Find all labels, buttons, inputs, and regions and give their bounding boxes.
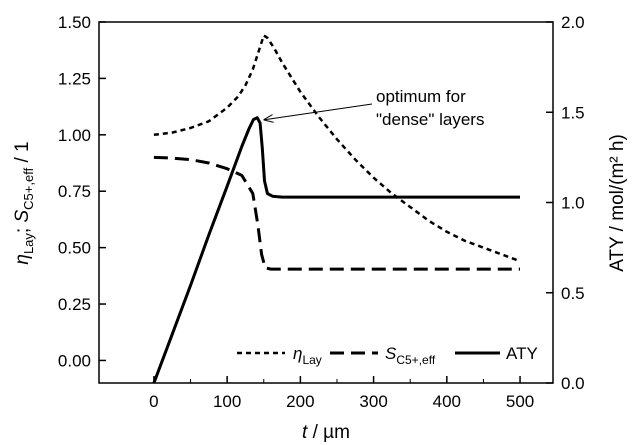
- y-left-tick-label: 0.00: [58, 351, 91, 370]
- y-left-tick-label: 1.50: [58, 13, 91, 32]
- y-left-tick-label: 0.25: [58, 295, 91, 314]
- x-tick-label: 200: [286, 392, 314, 411]
- series-line-dotted: [153, 34, 521, 263]
- series-line-dashed: [153, 155, 520, 271]
- legend-label-aty: ATY: [506, 344, 538, 363]
- annotation-line-2: "dense" layers: [376, 110, 484, 129]
- x-tick-label: 0: [149, 392, 158, 411]
- y-left-s-sub: C5+,eff: [21, 167, 36, 209]
- legend-eta-symbol: η: [293, 344, 302, 363]
- x-axis-symbol: t: [302, 422, 308, 443]
- y-left-unit: / 1: [12, 141, 33, 167]
- annotation: optimum for "dense" layers: [264, 87, 484, 129]
- y-left-tick-label: 0.75: [58, 182, 91, 201]
- annotation-line-1: optimum for: [376, 87, 466, 106]
- legend-eta-sub: Lay: [302, 353, 321, 367]
- x-tick-label: 100: [213, 392, 241, 411]
- plot-frame: [98, 21, 554, 384]
- y-right-tick-label: 1.5: [561, 103, 585, 122]
- y-left-eta-sub: Lay: [21, 233, 36, 254]
- x-tick-label: 500: [506, 392, 534, 411]
- series-line-solid: [152, 116, 520, 383]
- y-right-axis-title: ATY / mol/(m² h): [607, 134, 628, 272]
- annotation-arrow: [264, 103, 373, 120]
- x-tick-label: 400: [433, 392, 461, 411]
- y-left-axis-title: ηLay; SC5+,eff / 1: [12, 141, 36, 264]
- legend-s-symbol: S: [385, 344, 397, 363]
- y-right-tick-label: 0.0: [561, 374, 585, 393]
- y-left-s: S: [12, 210, 33, 223]
- y-left-tick-label: 0.50: [58, 239, 91, 258]
- y-right-tick-label: 1.0: [561, 194, 585, 213]
- y-left-eta: η: [12, 254, 33, 265]
- y-right-tick-label: 2.0: [561, 13, 585, 32]
- legend: ηLay SC5+,eff ATY: [237, 344, 538, 367]
- legend-label-eta: ηLay: [293, 344, 322, 367]
- y-left-tick-label: 1.00: [58, 126, 91, 145]
- y-left-tick-label: 1.25: [58, 69, 91, 88]
- x-axis-unit: / µm: [307, 422, 350, 443]
- legend-label-s: SC5+,eff: [385, 344, 436, 367]
- x-axis-title: t / µm: [302, 422, 350, 443]
- legend-s-sub: C5+,eff: [396, 353, 435, 367]
- y-right-tick-label: 0.5: [561, 284, 585, 303]
- x-tick-label: 300: [359, 392, 387, 411]
- y-left-sep: ;: [12, 223, 33, 234]
